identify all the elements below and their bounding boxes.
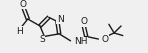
Text: NH: NH (74, 37, 87, 46)
Text: S: S (39, 35, 45, 44)
Text: O: O (80, 17, 87, 26)
Text: O: O (102, 35, 109, 44)
Text: H: H (16, 27, 22, 36)
Text: N: N (57, 15, 63, 24)
Text: O: O (20, 0, 27, 9)
